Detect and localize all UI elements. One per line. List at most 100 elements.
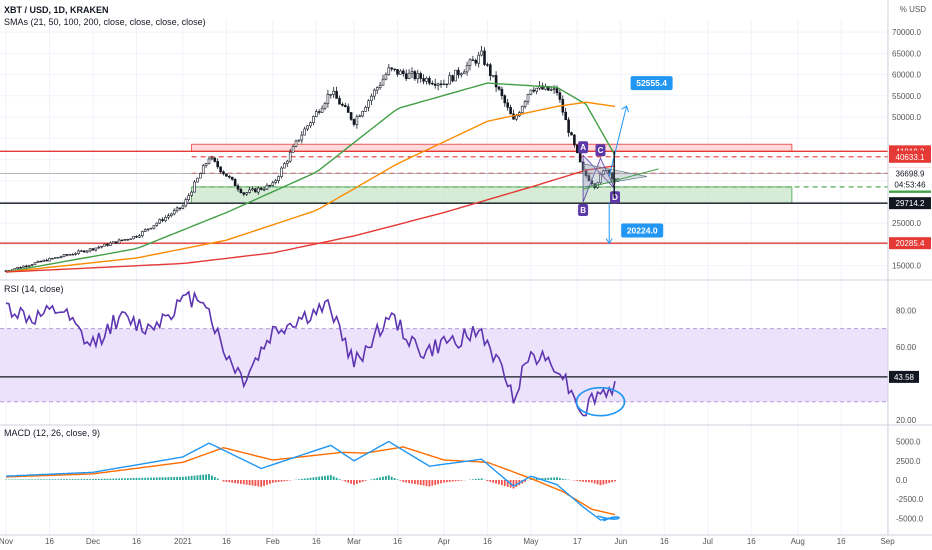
horizontal-levels	[0, 150, 888, 244]
candle-body	[320, 107, 324, 113]
macd-histogram-bar	[361, 480, 364, 482]
macd-histogram-bar	[480, 478, 483, 480]
candle-body	[454, 69, 457, 82]
macd-histogram-bar	[576, 480, 579, 481]
candle-body	[155, 222, 159, 226]
macd-histogram-bar	[124, 478, 126, 480]
macd-histogram-bar	[28, 479, 31, 480]
time-tick-label: Jul	[703, 537, 713, 546]
price-pane[interactable]: A B C D 52555.4 20224.0	[0, 45, 888, 273]
symbol-title[interactable]: XBT / USD, 1D, KRAKEN	[4, 5, 109, 15]
candle-body	[314, 111, 318, 117]
macd-histogram-bar	[434, 480, 437, 485]
macd-histogram-bar	[283, 480, 286, 482]
pattern-label-a: A	[580, 143, 586, 152]
rsi-tick-label: 20.00	[896, 416, 917, 425]
macd-histogram-bar	[416, 480, 419, 485]
macd-histogram-bar	[48, 479, 51, 480]
countdown-box	[889, 179, 931, 191]
macd-histogram-bar	[16, 479, 19, 480]
price-tag-box	[889, 167, 931, 180]
candle-body	[294, 140, 298, 147]
candle-body	[30, 264, 34, 266]
macd-tick-label: 0.0	[896, 476, 908, 485]
candle-body	[100, 245, 103, 248]
candle-body	[343, 105, 347, 107]
candle-body	[486, 64, 489, 66]
macd-histogram-bar	[318, 476, 321, 480]
rsi-band	[0, 328, 888, 402]
candle-body	[27, 265, 31, 267]
macd-histogram-bar	[153, 477, 155, 480]
candle-body	[529, 89, 533, 95]
candle-body	[555, 88, 559, 94]
candle-body	[259, 187, 263, 190]
candle-body	[83, 250, 86, 253]
macd-histogram-bar	[312, 477, 315, 480]
macd-histogram-bar	[266, 480, 268, 485]
macd-histogram-bar	[306, 478, 309, 480]
candle-body	[126, 239, 130, 241]
macd-legend[interactable]: MACD (12, 26, close, 9)	[4, 428, 101, 438]
macd-histogram-bar	[60, 479, 62, 480]
triangle-pattern	[582, 163, 647, 188]
macd-histogram-bar	[611, 480, 613, 483]
candle-body	[390, 67, 394, 70]
macd-histogram-bar	[390, 476, 393, 480]
macd-histogram-bar	[31, 479, 33, 480]
candle-body	[71, 254, 74, 256]
currency-label[interactable]: % USD	[899, 5, 926, 14]
price-axis[interactable]: 15000.020000.025000.050000.055000.060000…	[887, 0, 921, 535]
macd-histogram-bar	[19, 479, 22, 480]
macd-histogram-bar	[228, 480, 231, 483]
macd-histogram-bar	[109, 478, 112, 480]
macd-histogram-bar	[556, 477, 558, 480]
macd-pane[interactable]: -5000.0 -2500.0 0.0 2500.0 5000.0	[5, 438, 924, 524]
candle-body	[300, 134, 304, 141]
macd-line	[5, 440, 616, 521]
macd-histogram-bar	[332, 476, 335, 480]
time-tick-label: Apr	[438, 537, 451, 546]
macd-histogram-bar	[170, 477, 173, 480]
macd-histogram-bar	[530, 478, 532, 480]
rsi-legend[interactable]: RSI (14, close)	[4, 284, 64, 294]
candle-body	[117, 239, 121, 244]
macd-histogram-bar	[155, 477, 158, 480]
macd-histogram-bar	[593, 480, 596, 484]
sma-legend[interactable]: SMAs (21, 50, 100, 200, close, close, cl…	[4, 17, 206, 27]
macd-histogram-bar	[335, 477, 338, 480]
target-callout-box	[621, 223, 664, 238]
candle-body	[228, 176, 231, 178]
macd-histogram-bar	[399, 480, 402, 481]
macd-histogram-bar	[411, 480, 413, 484]
time-axis[interactable]: Nov 16 Dec 16 2021 16 Feb 16 Mar 16 Apr 16 May 17 Jun 1…	[0, 534, 932, 546]
candle-body	[129, 238, 132, 240]
candle-body	[94, 247, 98, 251]
candle-body	[239, 188, 243, 194]
candle-body	[549, 89, 553, 91]
macd-histogram-bar	[179, 476, 181, 480]
candle-body	[459, 73, 463, 76]
time-tick-label: 16	[483, 537, 492, 546]
macd-histogram-bar	[173, 476, 176, 480]
macd-histogram-bar	[216, 478, 219, 480]
macd-histogram-bar	[280, 480, 283, 482]
time-tick-label: 17	[573, 537, 582, 546]
macd-histogram-bar	[211, 475, 213, 480]
candle-body	[248, 189, 251, 193]
macd-histogram-bar	[382, 476, 384, 480]
time-tick-label: Mar	[347, 537, 361, 546]
candle-body	[178, 207, 182, 209]
candle-body	[33, 262, 37, 265]
candle-body	[462, 71, 466, 75]
candle-body	[291, 146, 295, 153]
macd-histogram-bar	[37, 479, 39, 480]
candle-body	[123, 239, 127, 241]
rsi-pane[interactable]: 20.00 60.00 80.00 43.58	[0, 290, 919, 425]
macd-histogram-bar	[344, 480, 347, 482]
candle-body	[372, 89, 376, 97]
candle-body	[184, 199, 188, 207]
macd-histogram-bar	[535, 478, 538, 480]
candle-body	[68, 254, 72, 256]
